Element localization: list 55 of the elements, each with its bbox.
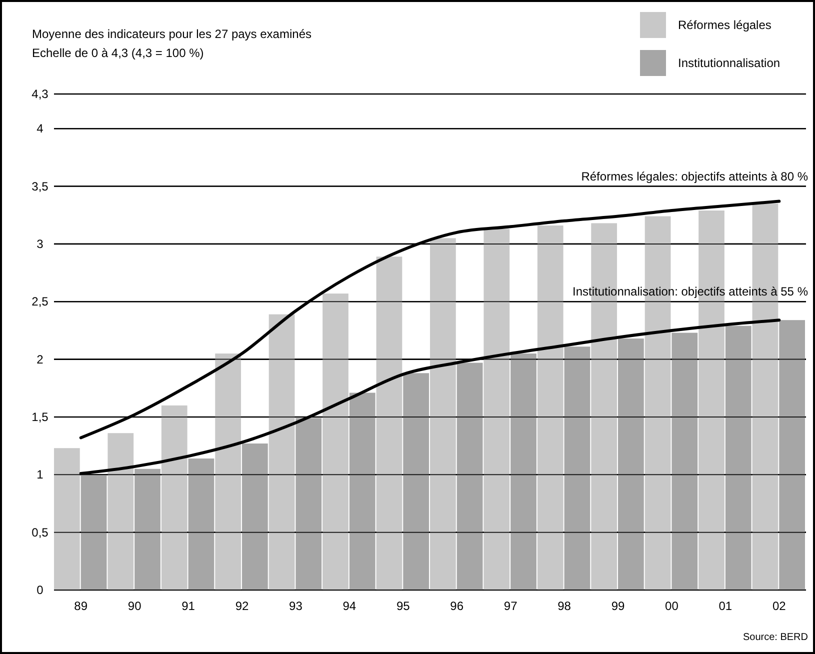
bar <box>296 418 322 590</box>
legend-label: Réformes légales <box>678 18 772 32</box>
bar <box>349 392 376 590</box>
bar <box>456 362 483 590</box>
x-tick-label: 94 <box>342 599 356 613</box>
bar <box>268 314 295 590</box>
x-tick-label: 95 <box>396 599 410 613</box>
bar <box>242 444 268 590</box>
y-tick-label: 0 <box>36 583 44 597</box>
bar <box>108 433 134 590</box>
y-tick-label: 4 <box>36 122 44 136</box>
x-tick-label: 02 <box>772 599 786 613</box>
x-tick-label: 91 <box>182 599 196 613</box>
x-tick-label: 99 <box>611 599 625 613</box>
y-tick-label: 2 <box>36 352 44 366</box>
x-tick-label: 01 <box>718 599 732 613</box>
y-tick-label: 3,5 <box>32 179 49 194</box>
bar <box>188 458 214 590</box>
x-tick-label: 92 <box>235 599 249 613</box>
x-tick-label: 00 <box>665 599 679 613</box>
bar <box>134 468 160 590</box>
bar <box>537 226 564 590</box>
bar <box>564 346 590 590</box>
bar <box>618 338 644 590</box>
bar <box>322 294 348 590</box>
bar <box>54 448 80 590</box>
bar <box>484 228 510 590</box>
y-tick-label: 1,5 <box>32 410 49 424</box>
x-tick-label: 98 <box>558 599 572 613</box>
annotation: Institutionnalisation: objectifs atteints à 55 % <box>572 284 808 299</box>
bar <box>403 373 429 590</box>
x-tick-label: 90 <box>128 599 142 613</box>
x-tick-label: 89 <box>74 599 88 613</box>
chart-title: Moyenne des indicateurs pour les 27 pays examinés <box>32 27 312 41</box>
bar <box>161 405 188 590</box>
y-tick-label: 4,3 <box>32 87 49 101</box>
chart-subtitle: Echelle de 0 à 4,3 (4,3 = 100 %) <box>32 46 204 60</box>
bar <box>376 256 402 590</box>
bar <box>430 238 456 590</box>
bar <box>80 474 107 590</box>
y-tick-label: 2,5 <box>32 294 49 309</box>
y-tick-label: 3 <box>36 236 44 251</box>
y-tick-label: 1 <box>36 468 44 482</box>
x-tick-label: 97 <box>504 599 518 613</box>
bar <box>510 354 536 590</box>
x-tick-label: 93 <box>289 599 303 613</box>
bar <box>779 320 805 590</box>
legend-label: Institutionnalisation <box>678 56 780 70</box>
bar <box>725 326 752 590</box>
y-tick-label: 0,5 <box>32 525 49 540</box>
annotation: Réformes légales: objectifs atteints à 80 % <box>581 169 808 184</box>
bar <box>215 354 241 590</box>
x-tick-label: 96 <box>450 599 464 613</box>
source-note: Source: BERD <box>742 632 808 643</box>
bar <box>672 332 698 590</box>
